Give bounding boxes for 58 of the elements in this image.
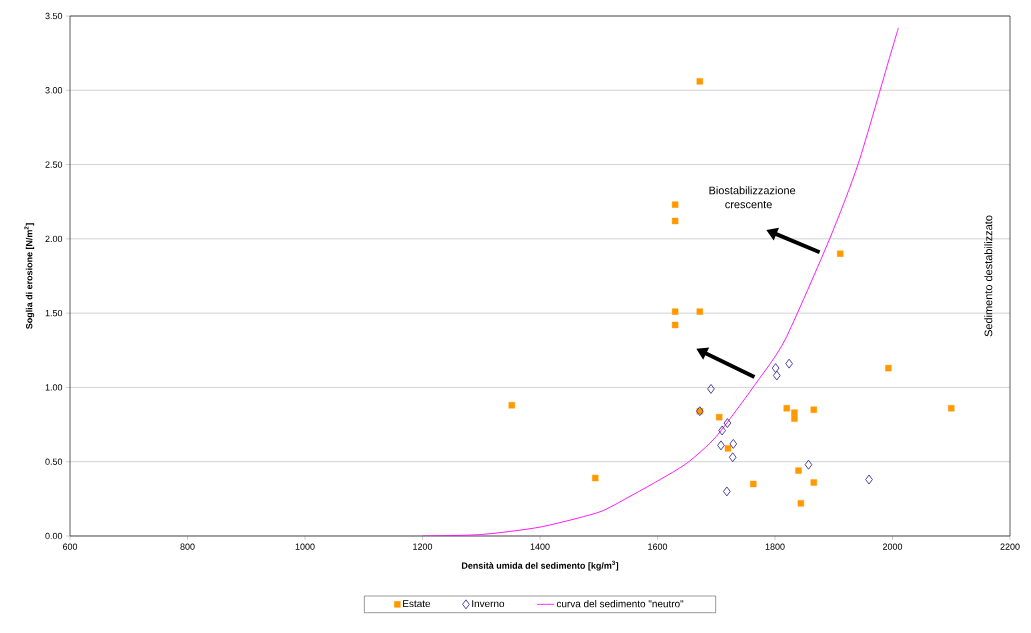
point	[508, 402, 515, 409]
y-tick-label: 2.50	[45, 161, 63, 168]
annotation: Sedimento destabilizzato	[984, 215, 993, 337]
point	[671, 321, 679, 329]
x-tick-label: 600	[62, 543, 78, 550]
point	[771, 363, 780, 374]
line-series	[422, 27, 899, 536]
x-tick-label: 2000	[882, 543, 903, 550]
x-tick-label: 1200	[413, 543, 433, 550]
point	[729, 438, 738, 449]
point	[885, 364, 892, 372]
y-tick-label: 2.00	[45, 235, 63, 243]
x-tick-label: 1000	[295, 543, 315, 550]
point	[772, 370, 781, 381]
y-tick-label: 1.00	[45, 384, 63, 391]
point	[671, 217, 679, 225]
point	[696, 78, 704, 85]
x-tick-label: 2200	[1000, 543, 1020, 550]
point	[791, 409, 798, 416]
y-tick-label: 1.50	[45, 309, 63, 317]
x-tick-label: 1400	[530, 543, 550, 550]
point	[948, 405, 955, 412]
y-tick-label: 0.50	[45, 458, 63, 465]
point	[717, 440, 725, 451]
point	[592, 474, 599, 482]
point	[723, 418, 732, 429]
point	[810, 479, 817, 486]
y-axis-title: Soglia di erosione [N/m$^{2}$]	[24, 223, 35, 329]
point	[795, 467, 802, 474]
legend-label: Inverno	[472, 600, 505, 608]
y-tick-label: 3.50	[45, 12, 63, 20]
point	[810, 406, 817, 413]
x-axis-title: Densità umida del sedimento [kg/m$^{3}$]	[461, 560, 619, 571]
point	[797, 500, 805, 507]
point	[728, 452, 737, 463]
y-tick-label: 3.00	[45, 87, 63, 94]
point	[696, 308, 704, 315]
point	[718, 425, 726, 436]
point	[750, 480, 757, 488]
point	[671, 201, 679, 208]
point	[865, 474, 873, 485]
point	[785, 358, 793, 369]
x-tick-label: 1600	[648, 543, 668, 550]
point	[707, 383, 715, 394]
annotation: Biostabilizzazione crescente	[709, 186, 796, 209]
point	[791, 415, 798, 422]
point	[671, 308, 679, 315]
point	[783, 405, 790, 412]
point	[723, 486, 731, 497]
point	[837, 250, 844, 257]
x-tick-label: 1800	[765, 543, 785, 550]
legend-label: curva del sedimento "neutro"	[556, 599, 684, 608]
legend-label: Estate	[403, 600, 431, 608]
point	[716, 413, 723, 421]
y-tick-label: 0.00	[45, 532, 63, 540]
point	[724, 445, 732, 452]
x-tick-label: 800	[180, 543, 195, 550]
point	[804, 459, 813, 470]
